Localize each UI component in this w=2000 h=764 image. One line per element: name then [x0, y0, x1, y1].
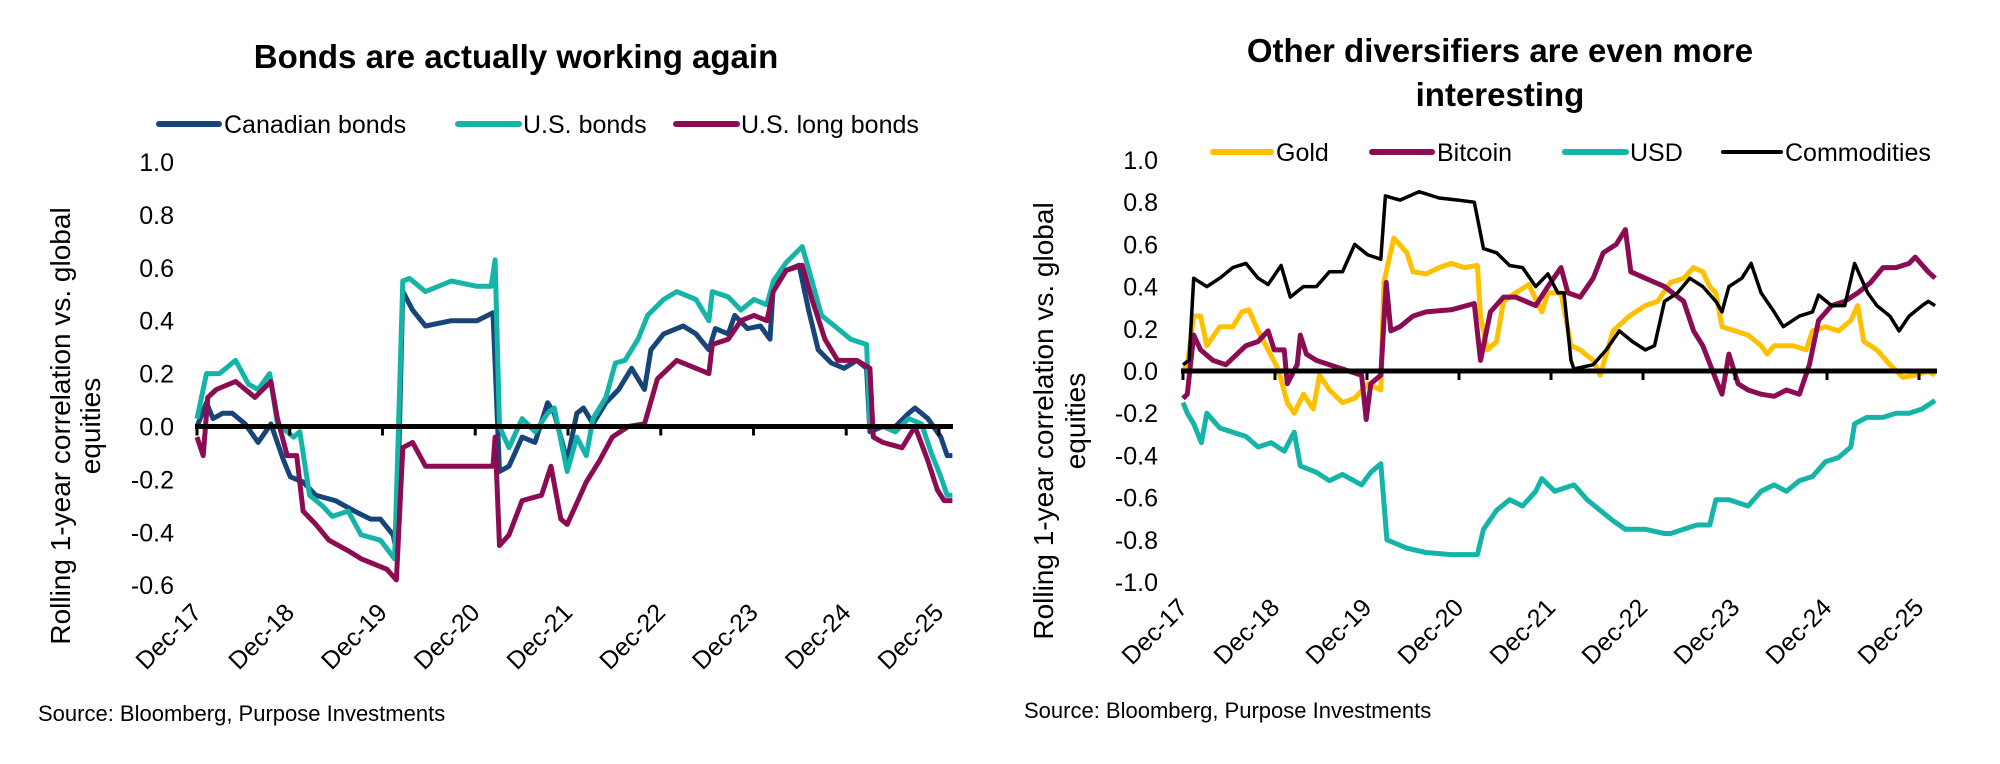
legend-label-usd: USD: [1630, 139, 1683, 167]
y-tick-label: -0.2: [1115, 400, 1158, 428]
y-tick-label: -0.4: [131, 519, 174, 547]
chart-diversifiers: Other diversifiers are even more interes…: [1024, 32, 1937, 723]
x-tick-label: Dec-21: [1484, 593, 1561, 670]
chart-title: Bonds are actually working again: [254, 38, 778, 75]
legend-label-canadian-bonds: Canadian bonds: [224, 111, 406, 139]
y-tick-label: 0.2: [139, 361, 174, 389]
x-tick-label: Dec-23: [1668, 593, 1745, 670]
x-tick-label: Dec-24: [1760, 593, 1837, 670]
x-tick-label: Dec-19: [1300, 593, 1377, 670]
source-note: Source: Bloomberg, Purpose Investments: [1024, 698, 1431, 723]
y-tick-label: -0.6: [131, 572, 174, 600]
chart-title-line-1: Other diversifiers are even more: [1247, 32, 1753, 69]
y-axis-title-line-1: Rolling 1-year correlation vs. global: [45, 207, 76, 644]
series-line-usd: [1180, 398, 1937, 558]
x-tick-label: Dec-17: [130, 598, 207, 675]
y-tick-label: -0.8: [1115, 527, 1158, 555]
y-tick-label: -0.6: [1115, 485, 1158, 513]
x-tick-label: Dec-20: [409, 598, 486, 675]
legend-label-gold: Gold: [1276, 139, 1329, 167]
x-tick-label: Dec-25: [872, 598, 949, 675]
x-tick-label: Dec-21: [501, 598, 578, 675]
x-tick-label: Dec-22: [594, 598, 671, 675]
x-tick-label: Dec-18: [223, 598, 300, 675]
plot-area: 1.00.80.60.40.20.0-0.2-0.4-0.6-0.8-1.0De…: [1115, 147, 1937, 670]
x-tick-label: Dec-19: [316, 598, 393, 675]
series-line-u-s-bonds: [194, 244, 953, 562]
y-tick-label: 0.6: [1123, 231, 1158, 259]
y-axis-title-line-2: equities: [1060, 373, 1091, 470]
legend-label-bitcoin: Bitcoin: [1437, 139, 1512, 167]
y-tick-label: 0.4: [1123, 274, 1158, 302]
x-tick-label: Dec-23: [687, 598, 764, 675]
y-axis-title-line-2: equities: [75, 378, 106, 475]
x-tick-label: Dec-18: [1208, 593, 1285, 670]
legend: Canadian bonds U.S. bonds U.S. long bond…: [156, 111, 919, 139]
series-line-commodities: [1181, 189, 1937, 371]
y-tick-label: 0.2: [1123, 316, 1158, 344]
y-tick-label: 1.0: [139, 149, 174, 177]
legend-label-us-bonds: U.S. bonds: [523, 111, 647, 139]
legend-label-commodities: Commodities: [1785, 139, 1931, 167]
y-tick-label: 0.0: [139, 414, 174, 442]
y-tick-label: 0.0: [1123, 358, 1158, 386]
source-note: Source: Bloomberg, Purpose Investments: [38, 701, 445, 726]
chart-bonds: Bonds are actually working again Canadia…: [38, 38, 953, 726]
y-tick-label: 0.8: [1123, 189, 1158, 217]
series-line-u-s-long-bonds: [194, 262, 953, 583]
x-tick-label: Dec-25: [1852, 593, 1929, 670]
y-tick-label: 0.6: [139, 255, 174, 283]
chart-title-line-2: interesting: [1416, 76, 1585, 113]
series-line-bitcoin: [1181, 227, 1937, 422]
legend-label-us-long-bonds: U.S. long bonds: [741, 111, 919, 139]
y-tick-label: -0.4: [1115, 442, 1158, 470]
legend: Gold Bitcoin USD Commodities: [1210, 139, 1931, 167]
y-tick-label: 1.0: [1123, 147, 1158, 175]
y-tick-label: 0.4: [139, 308, 174, 336]
y-tick-label: -0.2: [131, 466, 174, 494]
y-tick-label: 0.8: [139, 202, 174, 230]
x-tick-label: Dec-20: [1392, 593, 1469, 670]
x-tick-label: Dec-22: [1576, 593, 1653, 670]
x-tick-label: Dec-17: [1116, 593, 1193, 670]
series-line-gold: [1180, 235, 1937, 416]
y-axis-title-line-1: Rolling 1-year correlation vs. global: [1028, 202, 1059, 639]
y-tick-label: -1.0: [1115, 569, 1158, 597]
x-tick-label: Dec-24: [780, 598, 857, 675]
